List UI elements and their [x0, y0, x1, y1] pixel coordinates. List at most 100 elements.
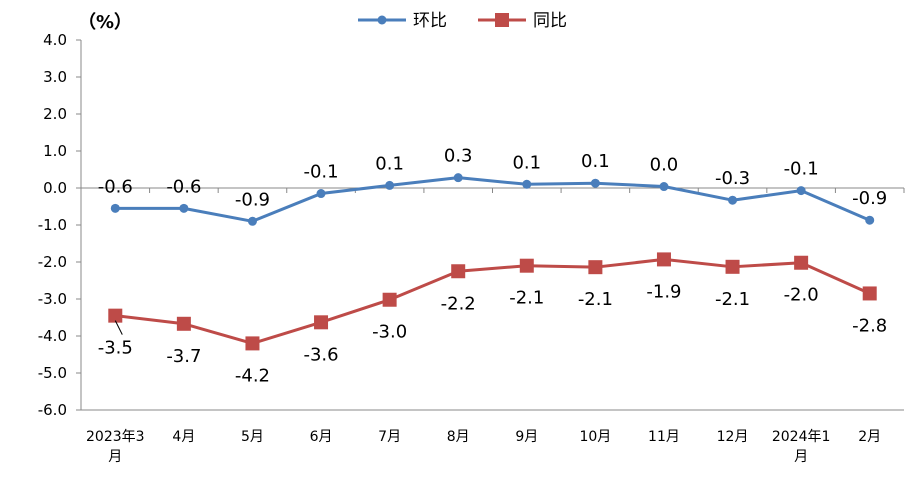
- data-label: -0.9: [235, 189, 270, 210]
- y-tick-label: 0.0: [43, 179, 67, 197]
- series-point-0: [179, 203, 189, 213]
- data-label: -2.0: [784, 285, 819, 306]
- x-tick-label: 2024年1 月: [772, 429, 831, 465]
- x-tick-label-line: 6月: [310, 429, 333, 445]
- series-point-0: [659, 182, 669, 192]
- data-label: -4.2: [235, 365, 270, 386]
- x-tick-label-line: 月: [108, 449, 122, 465]
- data-label: -2.2: [441, 293, 476, 314]
- x-tick-label: 10月: [579, 429, 611, 445]
- series-point-1: [862, 286, 877, 301]
- y-unit-label: （%）: [78, 12, 132, 33]
- series-point-1: [794, 255, 809, 270]
- data-labels: -0.6 -0.6 -0.9 -0.1 0.1 0.3 0.1 0.1 0.0 -0.3 -0.1 -…: [98, 146, 888, 387]
- y-tick-label: 4.0: [43, 31, 67, 49]
- series-point-0: [590, 178, 600, 188]
- series-point-0: [110, 203, 120, 213]
- y-tick-label: -1.0: [38, 216, 67, 234]
- x-tick-label-line: 2023年3: [86, 429, 145, 445]
- x-tick-label-line: 10月: [579, 429, 611, 445]
- x-tick-label: 5月: [241, 429, 264, 445]
- y-tick-label: 3.0: [43, 68, 67, 86]
- legend-label: 环比: [413, 11, 447, 31]
- x-tick-label-line: 5月: [241, 429, 264, 445]
- data-label: -2.1: [715, 289, 750, 310]
- series-line-1: [115, 257, 871, 345]
- x-tick-label-line: 2月: [858, 429, 881, 445]
- axes: 4.0 3.0 2.0 1.0 0.0 -1.0 -2.0 -3.0 -4.0 -5.0 -6.0 2…: [38, 31, 905, 465]
- series-layer: [108, 173, 877, 351]
- y-tick-label: -5.0: [38, 364, 67, 382]
- y-tick-label: -4.0: [38, 327, 67, 345]
- series-point-1: [245, 336, 260, 351]
- series-point-0: [385, 180, 395, 190]
- legend-label: 同比: [533, 11, 567, 31]
- data-label: -0.6: [98, 176, 133, 197]
- data-label: -3.7: [166, 346, 201, 367]
- y-tick-label: 1.0: [43, 142, 67, 160]
- x-tick-label-line: 12月: [717, 429, 749, 445]
- series-point-1: [108, 308, 123, 323]
- data-label: -0.9: [852, 188, 887, 209]
- data-label: -3.6: [303, 344, 338, 365]
- x-tick-label: 12月: [717, 429, 749, 445]
- data-label: -3.5: [98, 338, 133, 359]
- leader-line: [114, 320, 123, 335]
- x-tick-label-line: 4月: [172, 429, 195, 445]
- series-point-0: [316, 189, 326, 199]
- x-tick-label-line: 月: [794, 449, 808, 465]
- series-point-1: [519, 258, 534, 273]
- x-tick-label: 2023年3 月: [86, 429, 145, 465]
- legend-marker: [495, 13, 509, 27]
- legend-item: 环比: [358, 11, 447, 31]
- data-label: -0.1: [784, 159, 819, 180]
- x-tick-label-line: 9月: [515, 429, 538, 445]
- y-tick-label: -2.0: [38, 253, 67, 271]
- series-point-0: [453, 173, 463, 183]
- y-tick-label: -3.0: [38, 290, 67, 308]
- x-tick-label: 2月: [858, 429, 881, 445]
- data-label: 0.1: [375, 153, 404, 174]
- data-label: 0.3: [444, 146, 473, 167]
- x-tick-label: 7月: [378, 429, 401, 445]
- series-point-0: [865, 215, 875, 225]
- data-label: -2.8: [852, 315, 887, 336]
- data-label: -3.0: [372, 322, 407, 343]
- data-label: 0.1: [581, 151, 610, 172]
- legend-item: 同比: [478, 11, 567, 31]
- series-point-1: [176, 316, 191, 331]
- y-tick-label: 2.0: [43, 105, 67, 123]
- series-point-1: [656, 252, 671, 267]
- data-label: -0.6: [166, 176, 201, 197]
- data-label: 0.1: [512, 152, 541, 173]
- data-label: 0.0: [650, 155, 679, 176]
- x-tick-label: 6月: [310, 429, 333, 445]
- series-point-0: [247, 216, 257, 226]
- x-tick-label-line: 8月: [447, 429, 470, 445]
- y-tick-label: -6.0: [38, 401, 67, 419]
- series-line-0: [115, 176, 871, 223]
- x-tick-label: 4月: [172, 429, 195, 445]
- series-point-1: [588, 260, 603, 275]
- x-tick-label: 9月: [515, 429, 538, 445]
- x-tick-label: 8月: [447, 429, 470, 445]
- series-point-0: [796, 186, 806, 196]
- data-label: -1.9: [646, 281, 681, 302]
- x-tick-label-line: 2024年1: [772, 429, 831, 445]
- legend-marker: [377, 15, 387, 25]
- data-label: -2.1: [578, 289, 613, 310]
- x-tick-label-line: 11月: [648, 429, 680, 445]
- series-point-1: [314, 315, 329, 330]
- series-point-0: [522, 179, 532, 189]
- x-tick-label-line: 7月: [378, 429, 401, 445]
- series-point-1: [451, 264, 466, 279]
- data-label: -0.1: [303, 162, 338, 183]
- data-label: -0.3: [715, 168, 750, 189]
- series-point-0: [728, 195, 738, 205]
- series-point-1: [382, 292, 397, 307]
- x-tick-label: 11月: [648, 429, 680, 445]
- legend: 环比 同比: [358, 11, 567, 31]
- series-point-1: [725, 259, 740, 274]
- data-label: -2.1: [509, 288, 544, 309]
